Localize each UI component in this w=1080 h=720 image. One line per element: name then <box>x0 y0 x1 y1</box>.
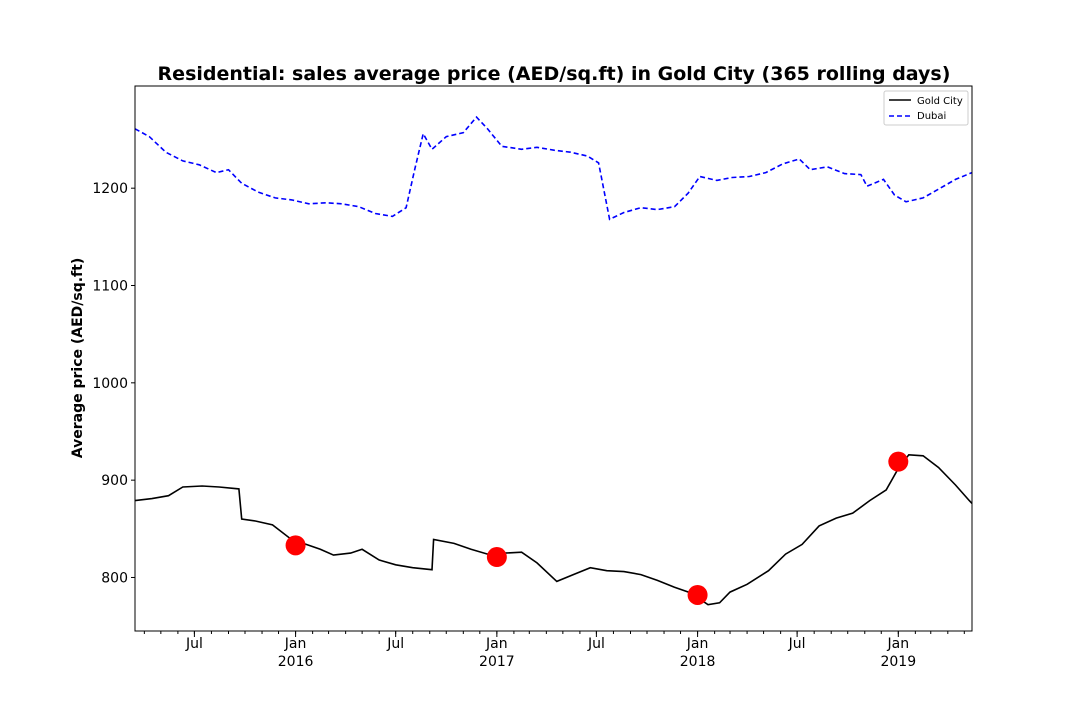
series-line-gold-city <box>134 453 973 606</box>
y-tick-label: 1000 <box>92 376 128 392</box>
x-tick-year-label: 2017 <box>479 654 515 670</box>
legend: Gold City Dubai <box>883 90 969 126</box>
axes: 800 900 1000 1100 1200 Jul Jan 2016 Jul Jan 2017 Ju… <box>92 181 965 670</box>
y-tick-label: 1100 <box>92 279 128 295</box>
x-tick-label: Jul <box>788 636 806 652</box>
series-line-dubai <box>134 115 973 221</box>
legend-label-dubai: Dubai <box>917 111 946 122</box>
y-tick-label: 800 <box>101 570 128 586</box>
plot-frame <box>134 85 973 632</box>
marker-point-3 <box>687 584 708 605</box>
x-tick-year-label: 2019 <box>880 654 916 670</box>
marker-point-1 <box>285 535 306 556</box>
x-tick-label: Jan <box>887 636 910 652</box>
y-axis-label: Average price (AED/sq.ft) <box>70 258 86 458</box>
x-tick-year-label: 2018 <box>680 654 716 670</box>
x-tick-label: Jul <box>587 636 605 652</box>
marker-point-4 <box>888 451 909 472</box>
y-tick-label: 900 <box>101 473 128 489</box>
x-tick-label: Jul <box>386 636 404 652</box>
plot-area <box>134 115 973 606</box>
chart-title: Residential: sales average price (AED/sq… <box>158 63 951 85</box>
y-tick-label: 1200 <box>92 181 128 197</box>
x-tick-label: Jan <box>284 636 307 652</box>
x-tick-label: Jul <box>185 636 203 652</box>
x-tick-year-label: 2016 <box>278 654 314 670</box>
legend-label-gold-city: Gold City <box>917 96 963 107</box>
x-tick-label: Jan <box>485 636 508 652</box>
x-tick-label: Jan <box>686 636 709 652</box>
marker-point-2 <box>486 547 507 568</box>
